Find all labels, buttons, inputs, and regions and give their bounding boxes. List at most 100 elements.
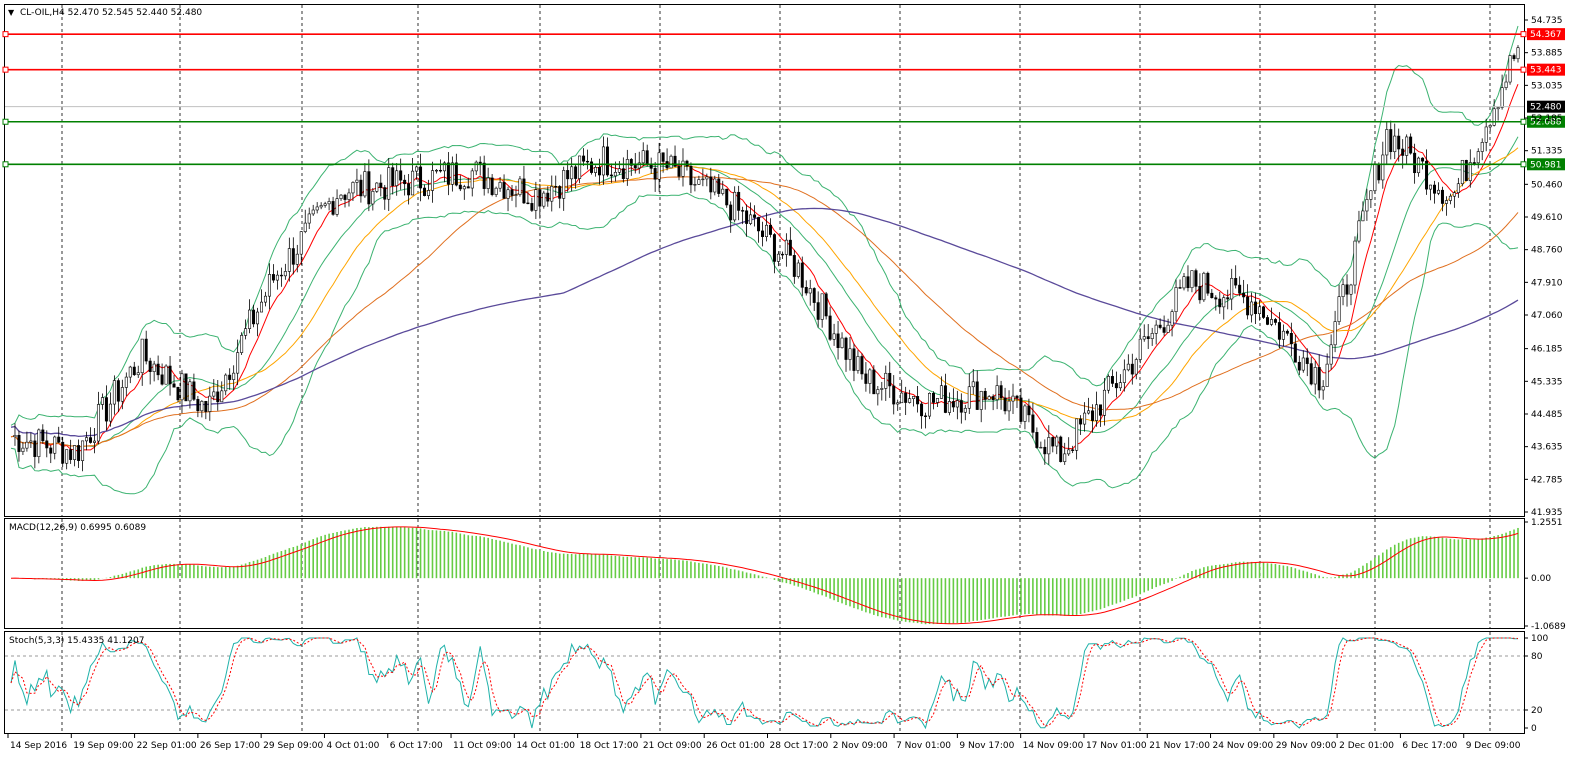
candle [1095, 391, 1099, 427]
candle [450, 156, 454, 192]
candle [323, 201, 327, 208]
candle [900, 379, 904, 404]
macd-tick-label: 1.2551 [1531, 518, 1563, 528]
time-tick-label: 14 Sep 2016 [10, 741, 67, 751]
candle [287, 237, 291, 282]
stoch-indicator: 100 80 20 0 [5, 634, 1548, 734]
price-tick-label: 42.785 [1531, 475, 1563, 485]
candle [534, 181, 538, 220]
candle [657, 142, 661, 192]
price-tick-label: 53.035 [1531, 81, 1563, 91]
candle [252, 304, 256, 328]
ma-slow [10, 176, 1519, 448]
level-handle[interactable] [1520, 118, 1527, 125]
time-tick-label: 22 Sep 01:00 [137, 741, 197, 751]
candle [951, 388, 955, 412]
candle [928, 392, 932, 420]
candle [880, 381, 884, 401]
stoch-tick-label: 20 [1531, 706, 1543, 716]
stoch-panel-frame [4, 631, 1525, 734]
time-tick-label: 19 Sep 09:00 [73, 741, 133, 751]
price-levels[interactable]: 54.367 53.443 52.088 50.981 52.480 [2, 28, 1565, 171]
candle [920, 401, 924, 429]
candle [955, 390, 959, 420]
candle [438, 159, 442, 173]
candle [1182, 272, 1186, 291]
level-handle[interactable] [2, 31, 9, 38]
candle [383, 184, 387, 210]
candle [1329, 334, 1333, 370]
candle [673, 145, 677, 167]
candle [41, 424, 45, 444]
time-tick-label: 9 Dec 09:00 [1466, 741, 1521, 751]
candle [892, 375, 896, 415]
candle [550, 175, 554, 212]
candle [363, 163, 367, 198]
price-tick-label: 51.335 [1531, 147, 1563, 157]
candle [291, 237, 295, 275]
level-label: 53.443 [1530, 66, 1562, 76]
candle [1448, 193, 1452, 205]
candle [490, 174, 494, 197]
candle [1242, 279, 1246, 304]
stoch-main-line [10, 637, 1518, 730]
candle [538, 183, 542, 219]
level-handle[interactable] [2, 66, 9, 73]
level-handle[interactable] [2, 161, 9, 168]
candle [29, 432, 33, 448]
level-handle[interactable] [2, 118, 9, 125]
candle [81, 440, 85, 472]
candle [339, 194, 343, 201]
candle [49, 445, 53, 464]
candle [1341, 278, 1345, 306]
candle [486, 167, 490, 194]
candle [375, 182, 379, 193]
level-badge [1527, 158, 1565, 171]
candle [784, 233, 788, 267]
candle [343, 193, 347, 208]
candle [832, 323, 836, 346]
candle [526, 191, 530, 205]
candle [116, 378, 120, 412]
candle [796, 259, 800, 279]
candle [1353, 236, 1357, 294]
candle [1075, 418, 1079, 460]
candle [868, 368, 872, 394]
candle [104, 385, 108, 431]
stoch-tick-label: 100 [1531, 634, 1548, 644]
price-tick-label: 48.760 [1531, 246, 1563, 256]
candle [594, 165, 598, 177]
candle [721, 180, 725, 196]
time-tick-label: 9 Nov 17:00 [959, 741, 1014, 751]
candle [1134, 357, 1138, 380]
price-tick-label: 46.185 [1531, 345, 1563, 355]
candle [848, 337, 852, 371]
candle [73, 445, 77, 467]
candle [578, 155, 582, 184]
candle [1309, 357, 1313, 386]
candle [788, 227, 792, 256]
candle [705, 173, 709, 187]
macd-tick-label: 0.00 [1531, 574, 1551, 584]
candle [152, 360, 156, 382]
candle [1011, 383, 1015, 414]
level-handle[interactable] [1520, 161, 1527, 168]
candle [1174, 279, 1178, 322]
collapse-arrow-icon[interactable]: ▼ [8, 8, 15, 17]
candle [562, 166, 566, 211]
candle [112, 375, 116, 415]
candle [947, 392, 951, 416]
time-tick-label: 2 Nov 09:00 [833, 741, 888, 751]
candle [709, 167, 713, 200]
candle [514, 185, 518, 208]
candle [192, 373, 196, 401]
candle [1059, 435, 1063, 463]
candle [65, 449, 69, 470]
stoch-signal-line [10, 637, 1519, 727]
candle [172, 375, 176, 388]
level-handle[interactable] [1520, 66, 1527, 73]
level-handle[interactable] [1520, 31, 1527, 38]
candle [570, 157, 574, 192]
